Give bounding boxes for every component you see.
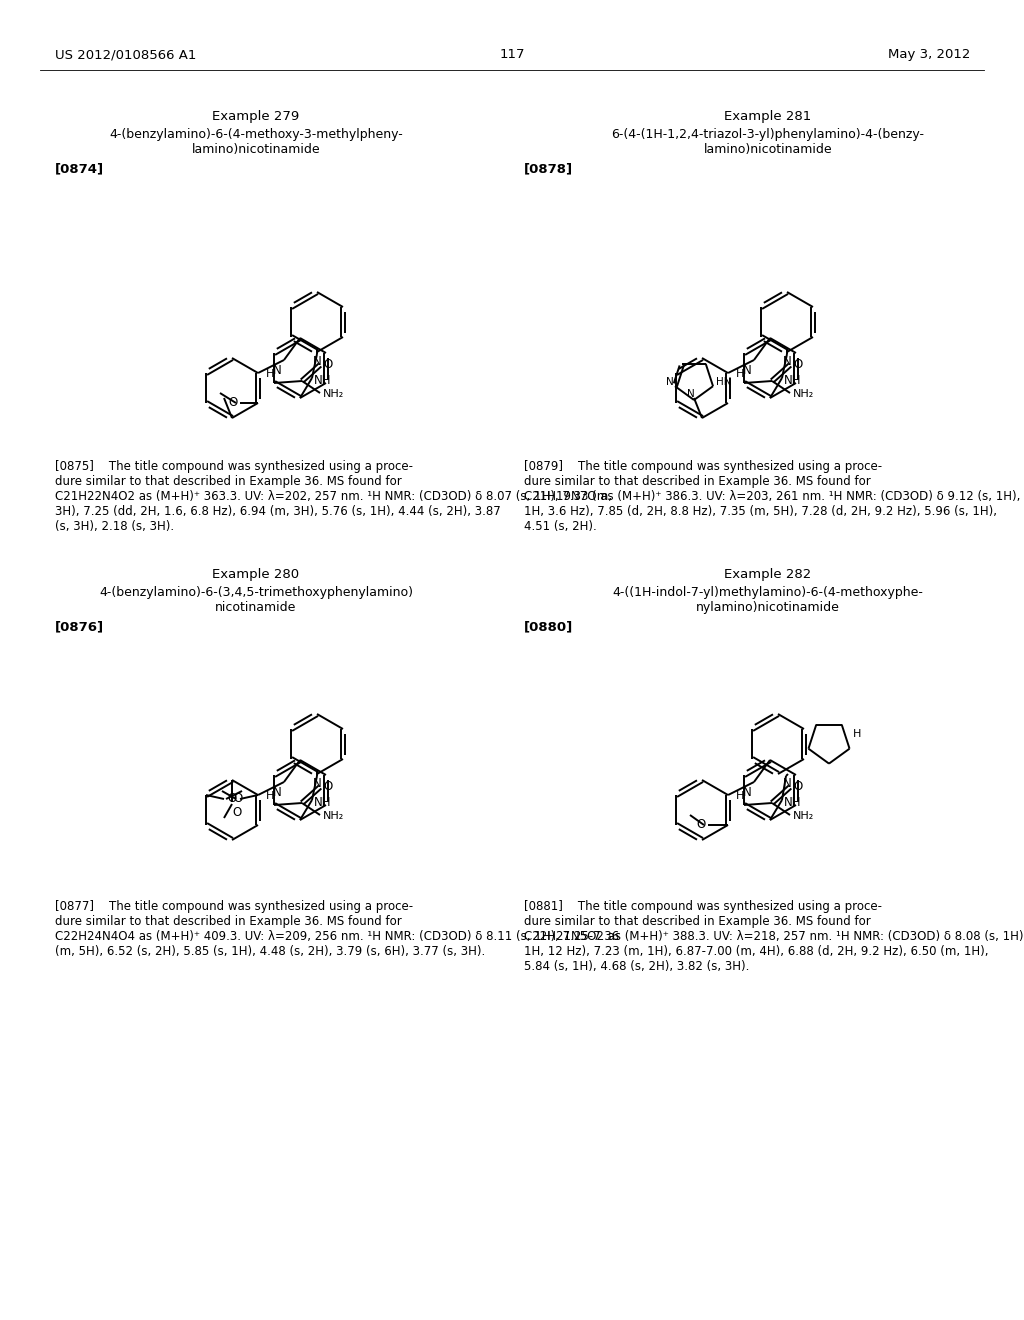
Text: 4-(benzylamino)-6-(4-methoxy-3-methylpheny-: 4-(benzylamino)-6-(4-methoxy-3-methylphe… (110, 128, 402, 141)
Text: 1H, 3.6 Hz), 7.85 (d, 2H, 8.8 Hz), 7.35 (m, 5H), 7.28 (d, 2H, 9.2 Hz), 5.96 (s, : 1H, 3.6 Hz), 7.85 (d, 2H, 8.8 Hz), 7.35 … (524, 506, 997, 517)
Text: C21H19N7O as (M+H)⁺ 386.3. UV: λ=203, 261 nm. ¹H NMR: (CD3OD) δ 9.12 (s, 1H), 8.: C21H19N7O as (M+H)⁺ 386.3. UV: λ=203, 26… (524, 490, 1024, 503)
Text: H: H (735, 370, 744, 379)
Text: H: H (735, 791, 744, 801)
Text: [0875]    The title compound was synthesized using a proce-: [0875] The title compound was synthesize… (55, 459, 413, 473)
Text: May 3, 2012: May 3, 2012 (888, 48, 970, 61)
Text: NH: NH (784, 374, 802, 387)
Text: O: O (323, 780, 332, 793)
Text: dure similar to that described in Example 36. MS found for: dure similar to that described in Exampl… (524, 475, 870, 488)
Text: H: H (265, 370, 274, 379)
Text: dure similar to that described in Example 36. MS found for: dure similar to that described in Exampl… (524, 915, 870, 928)
Text: O: O (323, 359, 332, 371)
Text: US 2012/0108566 A1: US 2012/0108566 A1 (55, 48, 197, 61)
Text: O: O (696, 818, 706, 832)
Text: NH₂: NH₂ (793, 389, 814, 399)
Text: N: N (743, 785, 752, 799)
Text: [0877]    The title compound was synthesized using a proce-: [0877] The title compound was synthesize… (55, 900, 413, 913)
Text: O: O (227, 792, 237, 805)
Text: NH: NH (314, 374, 332, 387)
Text: O: O (232, 807, 242, 818)
Text: NH₂: NH₂ (793, 810, 814, 821)
Text: [0878]: [0878] (524, 162, 573, 176)
Text: O: O (793, 359, 802, 371)
Text: Example 281: Example 281 (724, 110, 812, 123)
Text: O: O (233, 792, 243, 805)
Text: H: H (853, 729, 861, 739)
Text: 4-(benzylamino)-6-(3,4,5-trimethoxyphenylamino): 4-(benzylamino)-6-(3,4,5-trimethoxypheny… (99, 586, 413, 599)
Text: [0876]: [0876] (55, 620, 104, 634)
Text: N: N (666, 378, 674, 387)
Text: Example 279: Example 279 (212, 110, 300, 123)
Text: (s, 3H), 2.18 (s, 3H).: (s, 3H), 2.18 (s, 3H). (55, 520, 174, 533)
Text: 117: 117 (500, 48, 524, 61)
Text: H: H (265, 791, 274, 801)
Text: lamino)nicotinamide: lamino)nicotinamide (191, 143, 321, 156)
Text: Example 280: Example 280 (212, 568, 300, 581)
Text: C22H21N5O2 as (M+H)⁺ 388.3. UV: λ=218, 257 nm. ¹H NMR: (CD3OD) δ 8.08 (s, 1H), 7: C22H21N5O2 as (M+H)⁺ 388.3. UV: λ=218, 2… (524, 931, 1024, 942)
Text: [0879]    The title compound was synthesized using a proce-: [0879] The title compound was synthesize… (524, 459, 882, 473)
Text: C22H24N4O4 as (M+H)⁺ 409.3. UV: λ=209, 256 nm. ¹H NMR: (CD3OD) δ 8.11 (s, 1H), 7: C22H24N4O4 as (M+H)⁺ 409.3. UV: λ=209, 2… (55, 931, 620, 942)
Text: 5.84 (s, 1H), 4.68 (s, 2H), 3.82 (s, 3H).: 5.84 (s, 1H), 4.68 (s, 2H), 3.82 (s, 3H)… (524, 960, 750, 973)
Text: N: N (273, 364, 282, 378)
Text: O: O (228, 396, 238, 409)
Text: (m, 5H), 6.52 (s, 2H), 5.85 (s, 1H), 4.48 (s, 2H), 3.79 (s, 6H), 3.77 (s, 3H).: (m, 5H), 6.52 (s, 2H), 5.85 (s, 1H), 4.4… (55, 945, 485, 958)
Text: NH: NH (784, 796, 802, 808)
Text: dure similar to that described in Example 36. MS found for: dure similar to that described in Exampl… (55, 475, 401, 488)
Text: N: N (743, 364, 752, 378)
Text: 4.51 (s, 2H).: 4.51 (s, 2H). (524, 520, 597, 533)
Text: Example 282: Example 282 (724, 568, 812, 581)
Text: N: N (783, 355, 792, 368)
Text: 6-(4-(1H-1,2,4-triazol-3-yl)phenylamino)-4-(benzy-: 6-(4-(1H-1,2,4-triazol-3-yl)phenylamino)… (611, 128, 925, 141)
Text: nylamino)nicotinamide: nylamino)nicotinamide (696, 601, 840, 614)
Text: [0874]: [0874] (55, 162, 104, 176)
Text: N: N (313, 355, 322, 368)
Text: [0881]    The title compound was synthesized using a proce-: [0881] The title compound was synthesize… (524, 900, 882, 913)
Text: O: O (793, 780, 802, 793)
Text: 3H), 7.25 (dd, 2H, 1.6, 6.8 Hz), 6.94 (m, 3H), 5.76 (s, 1H), 4.44 (s, 2H), 3.87: 3H), 7.25 (dd, 2H, 1.6, 6.8 Hz), 6.94 (m… (55, 506, 501, 517)
Text: C21H22N4O2 as (M+H)⁺ 363.3. UV: λ=202, 257 nm. ¹H NMR: (CD3OD) δ 8.07 (s, 1H), 7: C21H22N4O2 as (M+H)⁺ 363.3. UV: λ=202, 2… (55, 490, 612, 503)
Text: nicotinamide: nicotinamide (215, 601, 297, 614)
Text: N: N (273, 785, 282, 799)
Text: N: N (687, 389, 695, 399)
Text: [0880]: [0880] (524, 620, 573, 634)
Text: NH: NH (314, 796, 332, 808)
Text: dure similar to that described in Example 36. MS found for: dure similar to that described in Exampl… (55, 915, 401, 928)
Text: NH₂: NH₂ (323, 389, 344, 399)
Text: NH₂: NH₂ (323, 810, 344, 821)
Text: HN: HN (716, 378, 731, 387)
Text: 1H, 12 Hz), 7.23 (m, 1H), 6.87-7.00 (m, 4H), 6.88 (d, 2H, 9.2 Hz), 6.50 (m, 1H),: 1H, 12 Hz), 7.23 (m, 1H), 6.87-7.00 (m, … (524, 945, 988, 958)
Text: 4-((1H-indol-7-yl)methylamino)-6-(4-methoxyphe-: 4-((1H-indol-7-yl)methylamino)-6-(4-meth… (612, 586, 924, 599)
Text: N: N (783, 777, 792, 789)
Text: N: N (313, 777, 322, 789)
Text: lamino)nicotinamide: lamino)nicotinamide (703, 143, 833, 156)
